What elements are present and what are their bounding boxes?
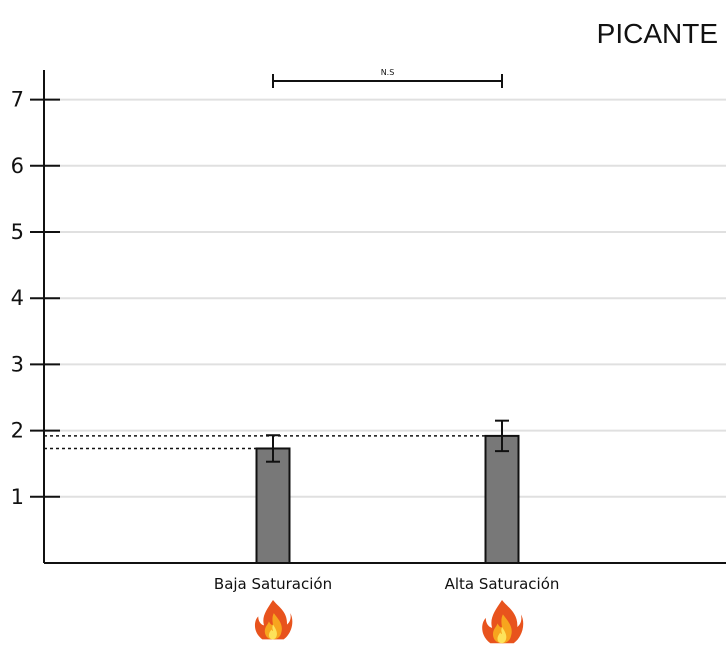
significance-label: N.S [381,68,395,77]
bar [255,447,291,564]
bar [484,434,520,564]
bars [255,434,520,564]
x-tick-label: Alta Saturación [445,575,560,593]
y-tick-label: 6 [11,154,24,178]
chart-title: PICANTE [597,18,718,49]
flame-inner [497,627,507,644]
y-tick-label: 1 [11,485,24,509]
y-tick-label: 5 [11,220,24,244]
x-ticks: Baja Saturación Alta Saturación [214,575,560,593]
y-tick-label: 2 [11,419,24,443]
category-icons [254,600,524,644]
flame-inner [268,624,277,640]
reference-lines [44,435,486,450]
y-ticks: 1 2 3 4 5 6 7 [11,88,60,509]
fire-icon [482,600,524,644]
y-tick-label: 7 [11,88,24,112]
error-bars [266,419,509,463]
y-tick-label: 3 [11,352,24,376]
grid-lines [44,98,726,498]
fire-icon [254,600,293,640]
x-tick-label: Baja Saturación [214,575,332,593]
significance-bracket: N.S [272,68,503,88]
y-tick-label: 4 [11,286,24,310]
